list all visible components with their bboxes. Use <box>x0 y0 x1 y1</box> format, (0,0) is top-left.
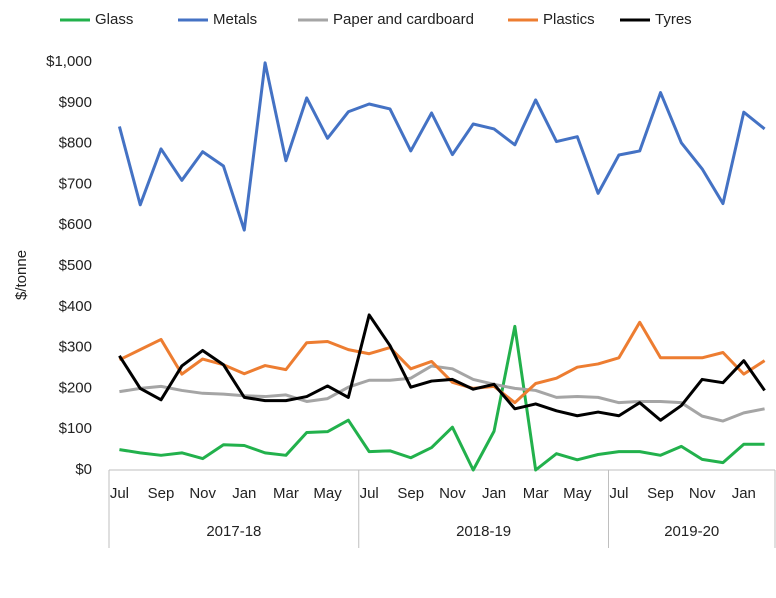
y-tick-label: $900 <box>59 94 92 111</box>
x-tick-label: Sep <box>148 485 175 502</box>
y-tick-label: $0 <box>75 461 92 478</box>
y-tick-label: $400 <box>59 298 92 315</box>
x-tick-label: Jul <box>110 485 129 502</box>
x-group-label: 2017-18 <box>206 523 261 540</box>
series-line <box>118 320 766 405</box>
series-line <box>118 313 766 422</box>
x-group-label: 2019-20 <box>664 523 719 540</box>
legend-label: Tyres <box>655 11 692 28</box>
legend-label: Glass <box>95 11 133 28</box>
x-tick-label: Nov <box>689 485 716 502</box>
x-tick-label: Mar <box>273 485 299 502</box>
y-axis-title: $/tonne <box>13 250 30 300</box>
x-tick-label: Sep <box>397 485 424 502</box>
x-tick-label: Sep <box>647 485 674 502</box>
y-tick-label: $500 <box>59 257 92 274</box>
series-line <box>117 61 766 232</box>
legend-label: Metals <box>213 11 257 28</box>
x-tick-label: Jul <box>609 485 628 502</box>
y-tick-label: $800 <box>59 135 92 152</box>
x-tick-label: Nov <box>439 485 466 502</box>
x-tick-label: Mar <box>523 485 549 502</box>
y-tick-label: $1,000 <box>46 53 92 70</box>
x-tick-label: Jan <box>732 485 756 502</box>
y-tick-label: $300 <box>59 339 92 356</box>
legend-label: Paper and cardboard <box>333 11 474 28</box>
x-tick-label: Jan <box>232 485 256 502</box>
x-tick-label: Jul <box>360 485 379 502</box>
x-group-label: 2018-19 <box>456 523 511 540</box>
legend-label: Plastics <box>543 11 595 28</box>
series-line <box>119 324 765 472</box>
x-tick-label: May <box>563 485 592 502</box>
x-tick-label: Nov <box>189 485 216 502</box>
y-tick-label: $200 <box>59 379 92 396</box>
y-tick-label: $100 <box>59 420 92 437</box>
x-tick-label: Jan <box>482 485 506 502</box>
x-tick-label: May <box>313 485 342 502</box>
series-line <box>119 364 765 423</box>
y-tick-label: $700 <box>59 175 92 192</box>
y-tick-label: $600 <box>59 216 92 233</box>
